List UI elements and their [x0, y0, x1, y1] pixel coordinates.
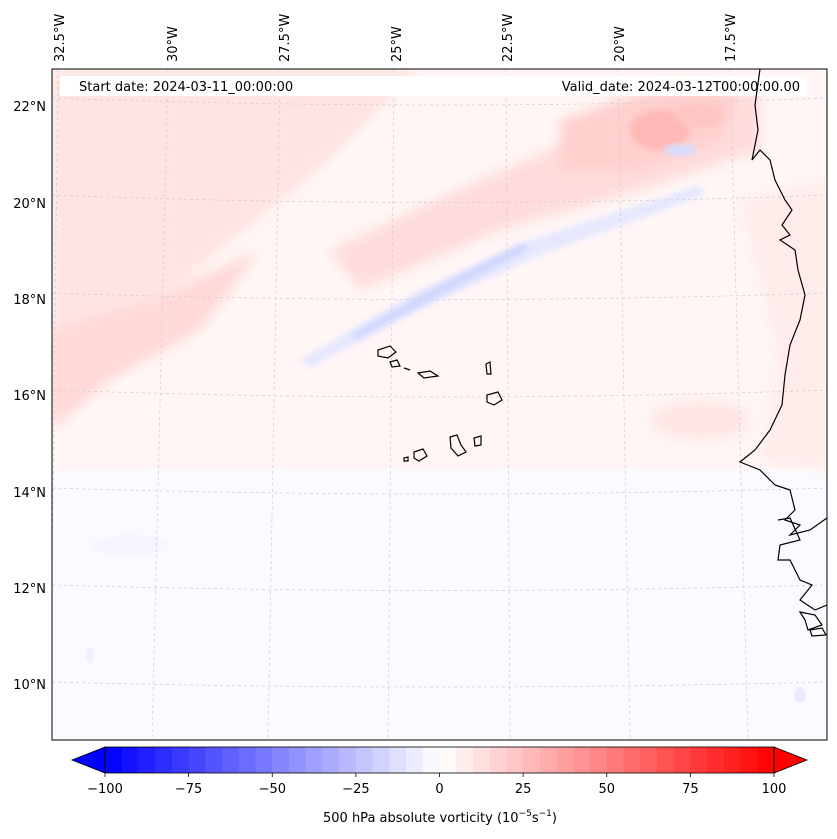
- latitude-labels: 22°N 20°N 18°N 16°N 14°N 12°N 10°N: [13, 100, 46, 693]
- island-sao-nicolau: [416, 370, 440, 379]
- island-sal: [485, 361, 492, 375]
- colorbar-cell: [305, 747, 324, 773]
- colorbar-label: 500 hPa absolute vorticity (10−5s−1): [323, 809, 557, 826]
- colorbar-cell: [523, 747, 541, 773]
- colorbar-cell: [489, 747, 508, 773]
- lat-label: 16°N: [13, 389, 46, 404]
- colorbar-tick-label: 50: [599, 782, 616, 797]
- lon-label: 27.5°W: [278, 14, 293, 62]
- colorbar-cell: [339, 747, 357, 773]
- island-santiago: [449, 434, 467, 457]
- colorbar-tick-label: 0: [435, 782, 443, 797]
- island-santa-luzia: [403, 367, 411, 371]
- colorbar-tick-label: 25: [515, 782, 532, 797]
- colorbar-ticks: [104, 773, 775, 777]
- colorbar-tick-labels: −100 −75 −50 −25 0 25 50 75 100: [87, 782, 786, 797]
- colorbar-cell: [656, 747, 675, 773]
- colorbar-cell: [707, 747, 725, 773]
- valid-date-text: Valid_date: 2024-03-12T00:00:00.00: [562, 80, 800, 95]
- lon-label: 30°W: [166, 26, 181, 62]
- colorbar-tick-label: 100: [762, 782, 787, 797]
- colorbar-cell: [640, 747, 658, 773]
- colorbar-cell: [590, 747, 608, 773]
- colorbar-cell: [439, 747, 457, 773]
- colorbar-tick-label: −75: [175, 782, 202, 797]
- annotation-band: [60, 76, 807, 96]
- vorticity-field: [52, 69, 827, 740]
- lat-label: 22°N: [13, 100, 46, 115]
- longitude-labels: 32.5°W 30°W 27.5°W 25°W 22.5°W 20°W 17.5…: [53, 14, 739, 62]
- island-sao-vicente: [389, 359, 401, 368]
- colorbar-tick-label: −50: [259, 782, 286, 797]
- colorbar-cell: [556, 747, 574, 773]
- colorbar-cell: [138, 747, 156, 773]
- colorbar-cell: [105, 747, 123, 773]
- lat-label: 14°N: [13, 486, 46, 501]
- lat-label: 12°N: [13, 582, 46, 597]
- start-date-text: Start date: 2024-03-11_00:00:00: [79, 80, 293, 95]
- colorbar-cell: [623, 747, 641, 773]
- colorbar-tick-label: 75: [682, 782, 699, 797]
- colorbar-tick-label: −100: [87, 782, 123, 797]
- colorbar-cell: [155, 747, 173, 773]
- island-fogo: [413, 448, 428, 462]
- colorbar-cell: [757, 747, 775, 773]
- island-boa-vista: [486, 391, 503, 406]
- colorbar-cell: [205, 747, 223, 773]
- lon-label: 32.5°W: [53, 14, 68, 62]
- island-maio: [473, 435, 482, 447]
- colorbar-cell: [723, 747, 742, 773]
- colorbar-extend-high: [773, 746, 809, 774]
- colorbar: −100 −75 −50 −25 0 25 50 75 100 500 hPa …: [70, 746, 809, 826]
- colorbar-cell: [690, 747, 708, 773]
- colorbar-cell: [673, 747, 691, 773]
- colorbar-cell: [573, 747, 591, 773]
- colorbar-cell: [406, 747, 424, 773]
- colorbar-cell: [372, 747, 390, 773]
- colorbar-cell: [171, 747, 190, 773]
- colorbar-cell: [456, 747, 474, 773]
- colorbar-cell: [422, 747, 441, 773]
- colorbar-cell: [506, 747, 524, 773]
- colorbar-cells: [105, 747, 775, 773]
- coastlines: [377, 69, 827, 637]
- colorbar-cell: [355, 747, 374, 773]
- lon-label: 25°W: [390, 26, 405, 62]
- colorbar-cell: [255, 747, 273, 773]
- colorbar-cell: [238, 747, 257, 773]
- colorbar-cell: [322, 747, 340, 773]
- colorbar-cell: [272, 747, 290, 773]
- lon-label: 17.5°W: [724, 14, 739, 62]
- lat-label: 20°N: [13, 197, 46, 212]
- africa-coastline: [738, 69, 827, 537]
- colorbar-cell: [288, 747, 307, 773]
- colorbar-cell: [539, 747, 558, 773]
- colorbar-cell: [188, 747, 206, 773]
- lat-label: 10°N: [13, 678, 46, 693]
- colorbar-cell: [606, 747, 625, 773]
- lon-label: 20°W: [613, 26, 628, 62]
- lat-label: 18°N: [13, 293, 46, 308]
- colorbar-cell: [222, 747, 240, 773]
- colorbar-cell: [472, 747, 491, 773]
- gridlines: [52, 69, 827, 740]
- lon-label: 22.5°W: [501, 14, 516, 62]
- colorbar-cell: [740, 747, 758, 773]
- colorbar-cell: [389, 747, 407, 773]
- map-frame: [51, 68, 828, 741]
- island-santo-antao: [377, 345, 397, 359]
- colorbar-extend-low: [70, 746, 106, 774]
- island-brava: [403, 456, 409, 462]
- colorbar-tick-label: −25: [342, 782, 369, 797]
- colorbar-cell: [121, 747, 140, 773]
